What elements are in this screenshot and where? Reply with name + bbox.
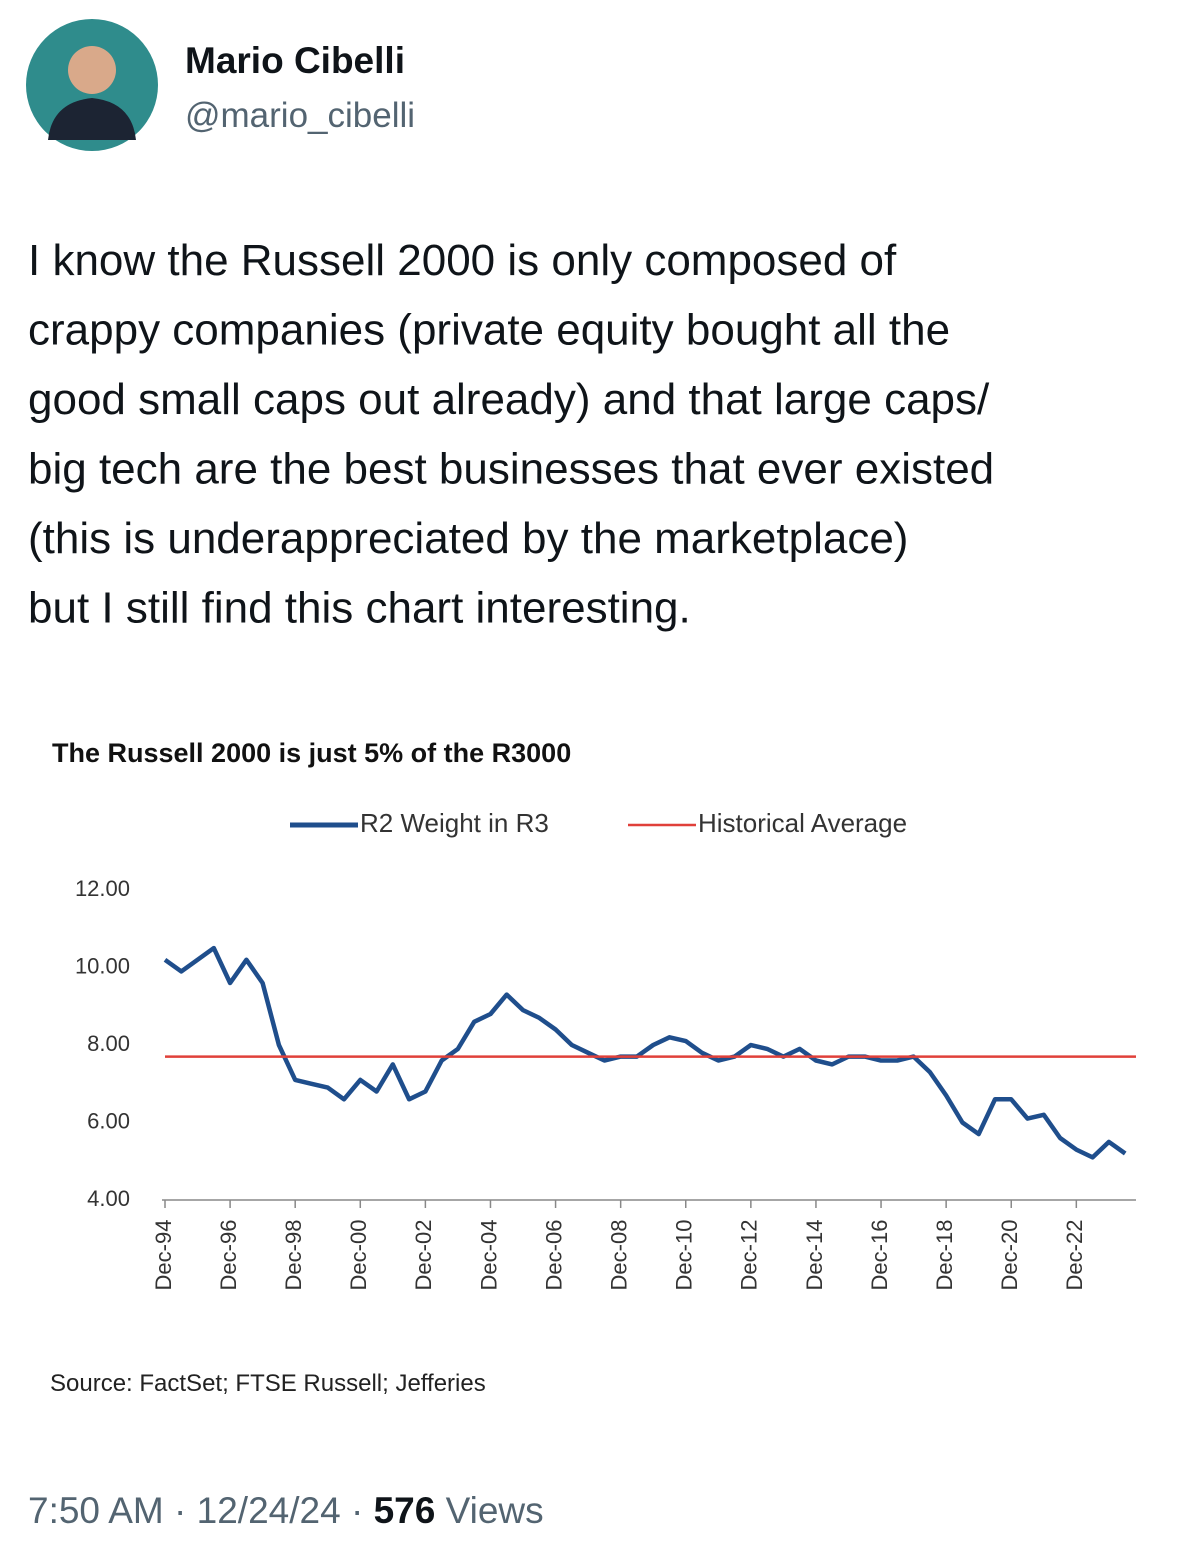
y-tick-label: 10.00 xyxy=(75,953,130,978)
y-tick-label: 8.00 xyxy=(87,1031,130,1056)
tweet-text-line: (this is underappreciated by the marketp… xyxy=(28,514,908,563)
tweet-meta: 7:50 AM · 12/24/24 · 576 Views xyxy=(28,1490,544,1531)
separator: · xyxy=(351,1490,363,1531)
x-tick-label: Dec-94 xyxy=(151,1220,176,1291)
x-tick-label: Dec-20 xyxy=(997,1220,1022,1291)
x-tick-label: Dec-00 xyxy=(346,1220,371,1291)
x-tick-label: Dec-96 xyxy=(216,1220,241,1291)
x-tick-label: Dec-98 xyxy=(281,1220,306,1291)
x-tick-label: Dec-14 xyxy=(802,1220,827,1291)
x-tick-label: Dec-18 xyxy=(932,1220,957,1291)
tweet-text-line: I know the Russell 2000 is only composed… xyxy=(28,236,897,285)
x-tick-label: Dec-04 xyxy=(476,1220,501,1291)
chart-source: Source: FactSet; FTSE Russell; Jefferies xyxy=(50,1370,486,1397)
x-tick-label: Dec-16 xyxy=(867,1220,892,1291)
series-line xyxy=(163,945,1127,1160)
x-tick-label: Dec-10 xyxy=(672,1220,697,1291)
y-tick-label: 6.00 xyxy=(87,1108,130,1133)
tweet-text-line: good small caps out already) and that la… xyxy=(28,375,990,424)
legend-label: R2 Weight in R3 xyxy=(360,808,549,838)
view-count: 576 xyxy=(374,1490,436,1531)
avatar[interactable] xyxy=(26,19,158,151)
y-tick-label: 12.00 xyxy=(75,876,130,901)
y-tick-label: 4.00 xyxy=(87,1186,130,1211)
separator: · xyxy=(174,1490,186,1531)
tweet-text-line: but I still find this chart interesting. xyxy=(28,584,691,633)
date: 12/24/24 xyxy=(197,1490,341,1531)
tweet-text-line: big tech are the best businesses that ev… xyxy=(28,445,994,494)
author-handle[interactable]: @mario_cibelli xyxy=(185,96,415,135)
x-tick-label: Dec-12 xyxy=(737,1220,762,1291)
chart-title: The Russell 2000 is just 5% of the R3000 xyxy=(52,738,571,768)
x-tick-label: Dec-02 xyxy=(411,1220,436,1291)
x-tick-label: Dec-06 xyxy=(541,1220,566,1291)
tweet-text-line: crappy companies (private equity bought … xyxy=(28,306,950,355)
author-name[interactable]: Mario Cibelli xyxy=(185,40,405,81)
x-tick-label: Dec-22 xyxy=(1062,1220,1087,1291)
time: 7:50 AM xyxy=(28,1490,164,1531)
views-label: Views xyxy=(446,1490,544,1531)
x-tick-label: Dec-08 xyxy=(606,1220,631,1291)
legend-label: Historical Average xyxy=(698,808,907,838)
